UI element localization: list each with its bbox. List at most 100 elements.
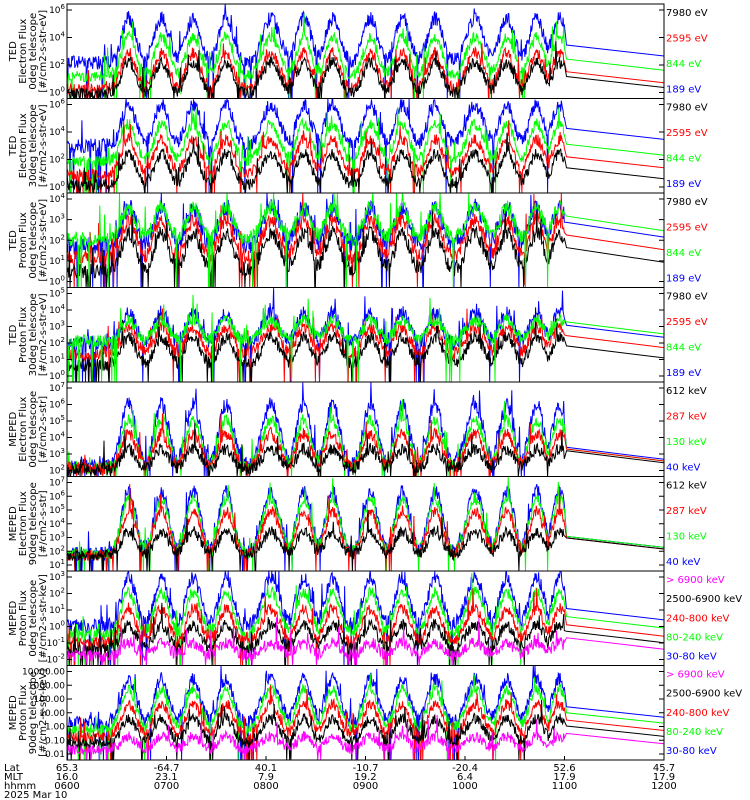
- x-row-label: hhmm: [4, 781, 36, 792]
- y-tick-label: 106: [49, 489, 65, 502]
- series-line-2: [67, 193, 664, 288]
- y-tick-label: 0.10: [45, 736, 65, 746]
- legend-entry: 189 eV: [666, 274, 701, 285]
- legend-entry: 287 keV: [666, 506, 707, 517]
- y-tick-label: 102: [49, 587, 65, 600]
- y-tick-label: 102: [49, 464, 65, 477]
- y-tick-label: 102: [49, 544, 65, 557]
- legend-entry: 2595 eV: [666, 128, 708, 139]
- x-tick-lat: -64.7: [154, 763, 180, 774]
- legend: 7980 eV 2595 eV 844 eV 189 eV: [666, 292, 708, 380]
- y-tick-label: 107: [49, 476, 65, 489]
- y-tick-labels: 103 102 101 100 10-1 10-2: [47, 570, 664, 666]
- series-line-3: [67, 203, 664, 288]
- y-tick-label: 104: [49, 31, 65, 44]
- legend: 7980 eV 2595 eV 844 eV 189 eV: [666, 197, 708, 285]
- y-axis-label: TEDElectron Flux0deg telescope[#/cm2-s-s…: [8, 10, 49, 93]
- series-line-2: [67, 107, 664, 193]
- legend-entry: 2595 eV: [666, 317, 708, 328]
- x-tick-hhmm: 1200: [651, 781, 676, 792]
- legend-entry: 7980 eV: [666, 103, 708, 114]
- legend-entry: 612 keV: [666, 386, 707, 397]
- x-row-label: MLT: [4, 772, 24, 783]
- series-line-4: [67, 41, 664, 99]
- legend-entry: 7980 eV: [666, 292, 708, 303]
- y-tick-label: 103: [49, 213, 65, 226]
- legend: 7980 eV 2595 eV 844 eV 189 eV: [666, 8, 708, 96]
- x-tick-hhmm: 0800: [253, 781, 278, 792]
- y-tick-label: 10000.00: [22, 668, 65, 678]
- y-tick-label: 103: [49, 320, 65, 333]
- y-tick-label: 102: [49, 153, 65, 166]
- series-line-3: [67, 307, 664, 382]
- legend-entry: 2500-6900 keV: [666, 594, 742, 605]
- y-tick-label: 0.01: [45, 750, 65, 760]
- y-tick-label: 107: [49, 381, 65, 394]
- y-axis-label: MEPEDElectron Flux90deg telescope[#/cm2-…: [8, 482, 49, 565]
- legend-entry: > 6900 keV: [666, 575, 725, 586]
- series-line-3: [67, 413, 664, 477]
- y-axis-label: TEDProton Flux0deg telescope[#/cm2-s-str…: [8, 199, 49, 282]
- legend: 612 keV 287 keV 130 keV 40 keV: [666, 386, 707, 474]
- y-tick-label: 103: [49, 531, 65, 544]
- y-tick-label: 100: [49, 369, 65, 382]
- y-tick-label: 102: [49, 58, 65, 71]
- x-tick-lat: 52.6: [553, 763, 575, 774]
- series-line-4: [67, 602, 664, 666]
- y-tick-label: 101: [49, 603, 65, 616]
- series-line-4: [67, 294, 664, 382]
- legend-entry: 844 eV: [666, 248, 701, 259]
- y-tick-label: 1000.00: [28, 681, 65, 691]
- y-tick-label: 101: [49, 254, 65, 267]
- y-tick-label: 106: [49, 98, 65, 111]
- series-line-3: [67, 120, 664, 193]
- legend-entry: 2595 eV: [666, 34, 708, 45]
- y-axis-label: MEPEDElectron Flux0deg telescope[#/cm2-s…: [8, 391, 49, 468]
- legend-entry: 287 keV: [666, 412, 707, 423]
- series-line-1: [67, 571, 664, 666]
- legend-entry: > 6900 keV: [666, 670, 725, 681]
- legend-entry: 7980 eV: [666, 197, 708, 208]
- y-axis-label: TEDProton Flux30deg telescope[#/cm2-s-st…: [8, 293, 49, 376]
- series-line-4: [67, 193, 664, 288]
- legend-entry: 30-80 keV: [666, 652, 717, 663]
- y-tick-label: 103: [49, 570, 65, 583]
- legend-entry: 130 keV: [666, 437, 707, 448]
- legend-entry: 189 eV: [666, 368, 701, 379]
- x-row-label: 2025 Mar 10: [4, 790, 67, 800]
- y-tick-labels: 107 106 105 104 103 102: [49, 381, 664, 477]
- y-tick-label: 104: [49, 517, 65, 530]
- legend: 612 keV 287 keV 130 keV 40 keV: [666, 481, 707, 569]
- y-tick-label: 104: [49, 303, 65, 316]
- legend-entry: 80-240 keV: [666, 727, 723, 738]
- y-tick-labels: 104 103 102 101 100: [49, 192, 664, 288]
- y-tick-label: 104: [49, 192, 65, 205]
- y-tick-label: 10.00: [39, 709, 65, 719]
- series-line-2: [67, 573, 664, 666]
- legend-entry: 612 keV: [666, 481, 707, 492]
- x-tick-hhmm: 0700: [154, 781, 179, 792]
- legend-entry: 189 eV: [666, 179, 701, 190]
- y-tick-label: 101: [49, 558, 65, 571]
- x-tick-lat: 65.3: [56, 763, 78, 774]
- y-tick-labels: 106 104 102 100: [49, 98, 664, 193]
- series-line-5: [67, 715, 664, 760]
- series-line-1: [67, 98, 664, 193]
- x-tick-hhmm: 0900: [353, 781, 378, 792]
- x-tick-hhmm: 0600: [54, 781, 79, 792]
- x-tick-mlt: 19.2: [354, 772, 376, 783]
- x-tick-lat: 40.1: [255, 763, 277, 774]
- y-tick-label: 105: [49, 414, 65, 427]
- series-line-1: [67, 483, 664, 571]
- x-tick-mlt: 23.1: [155, 772, 177, 783]
- x-tick-mlt: 7.9: [258, 772, 274, 783]
- series-line-5: [67, 617, 664, 666]
- y-tick-label: 102: [49, 233, 65, 246]
- y-axis-label: MEPEDProton Flux0deg telescope[#/cm2-s-s…: [8, 574, 49, 662]
- series-line-2: [67, 673, 664, 760]
- x-tick-mlt: 17.9: [553, 772, 575, 783]
